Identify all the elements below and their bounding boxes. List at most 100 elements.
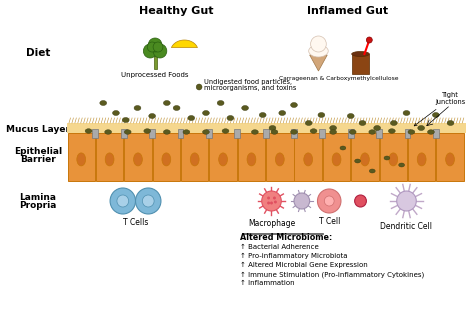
- Bar: [206, 129, 212, 138]
- Ellipse shape: [275, 153, 284, 166]
- Circle shape: [267, 196, 270, 200]
- Text: Propria: Propria: [19, 201, 56, 210]
- Bar: [154, 56, 156, 69]
- Bar: [210, 133, 237, 181]
- Bar: [266, 133, 293, 181]
- Text: T Cells: T Cells: [123, 218, 148, 227]
- Ellipse shape: [173, 106, 180, 110]
- Circle shape: [142, 195, 154, 207]
- Ellipse shape: [349, 130, 356, 134]
- Ellipse shape: [164, 100, 170, 106]
- Text: Carrageenan & Carboxymethylcellulose: Carrageenan & Carboxymethylcellulose: [279, 76, 399, 81]
- Circle shape: [310, 36, 326, 52]
- Text: Mucus Layer: Mucus Layer: [6, 124, 70, 133]
- Ellipse shape: [291, 102, 297, 108]
- Text: ↑ Immune Stimulation (Pro-inflammatory Cytokines): ↑ Immune Stimulation (Pro-inflammatory C…: [240, 271, 424, 278]
- Bar: [294, 133, 322, 181]
- Circle shape: [324, 196, 334, 206]
- Polygon shape: [310, 55, 327, 71]
- Ellipse shape: [188, 116, 195, 120]
- Ellipse shape: [374, 126, 381, 130]
- Circle shape: [110, 188, 136, 214]
- Ellipse shape: [340, 146, 346, 150]
- Ellipse shape: [164, 130, 170, 134]
- Bar: [319, 129, 325, 138]
- Bar: [124, 133, 152, 181]
- Ellipse shape: [369, 130, 376, 134]
- Ellipse shape: [309, 45, 328, 57]
- Ellipse shape: [332, 153, 341, 166]
- Ellipse shape: [355, 159, 361, 163]
- Polygon shape: [172, 40, 198, 47]
- Text: Undigested food particles,: Undigested food particles,: [204, 79, 292, 85]
- Ellipse shape: [446, 153, 455, 166]
- Text: Diet: Diet: [26, 48, 50, 58]
- Ellipse shape: [432, 112, 439, 118]
- Ellipse shape: [291, 130, 297, 134]
- Circle shape: [397, 191, 416, 211]
- Ellipse shape: [408, 130, 415, 134]
- Ellipse shape: [403, 110, 410, 116]
- Ellipse shape: [190, 153, 199, 166]
- Ellipse shape: [330, 130, 337, 134]
- Ellipse shape: [202, 110, 210, 116]
- Ellipse shape: [369, 169, 375, 173]
- Ellipse shape: [162, 153, 171, 166]
- Text: ↑ Bacterial Adherence: ↑ Bacterial Adherence: [240, 244, 319, 250]
- Ellipse shape: [417, 153, 426, 166]
- Bar: [380, 133, 407, 181]
- Ellipse shape: [247, 153, 256, 166]
- Ellipse shape: [304, 153, 312, 166]
- Bar: [376, 129, 382, 138]
- Ellipse shape: [271, 130, 278, 134]
- Bar: [408, 133, 435, 181]
- Circle shape: [366, 37, 372, 43]
- Circle shape: [136, 188, 161, 214]
- Ellipse shape: [428, 130, 434, 134]
- Ellipse shape: [124, 130, 131, 134]
- Ellipse shape: [347, 113, 354, 119]
- Circle shape: [117, 195, 128, 207]
- Ellipse shape: [269, 126, 276, 130]
- Bar: [121, 129, 127, 138]
- Ellipse shape: [202, 130, 210, 134]
- Circle shape: [196, 84, 202, 90]
- Ellipse shape: [217, 100, 224, 106]
- Bar: [323, 133, 350, 181]
- Bar: [351, 133, 379, 181]
- Text: Unprocessed Foods: Unprocessed Foods: [121, 72, 189, 78]
- Circle shape: [274, 201, 277, 203]
- Ellipse shape: [310, 129, 317, 133]
- Ellipse shape: [77, 153, 86, 166]
- Ellipse shape: [389, 153, 398, 166]
- Ellipse shape: [391, 120, 397, 126]
- Ellipse shape: [418, 126, 425, 130]
- Ellipse shape: [134, 153, 142, 166]
- Ellipse shape: [112, 110, 119, 116]
- Bar: [96, 133, 123, 181]
- Text: ↑ Pro-inflammatory Microbiota: ↑ Pro-inflammatory Microbiota: [240, 253, 348, 259]
- Bar: [291, 129, 297, 138]
- Text: ↑ Inflammation: ↑ Inflammation: [240, 280, 295, 286]
- Ellipse shape: [399, 163, 404, 167]
- Circle shape: [153, 44, 167, 58]
- Text: Macrophage: Macrophage: [248, 219, 295, 228]
- Ellipse shape: [359, 120, 366, 126]
- Ellipse shape: [447, 120, 454, 126]
- Ellipse shape: [222, 129, 229, 133]
- Text: Tight
Junctions: Tight Junctions: [414, 92, 465, 126]
- Ellipse shape: [219, 153, 228, 166]
- Text: ↑ Altered Microbial Gene Expression: ↑ Altered Microbial Gene Expression: [240, 262, 368, 268]
- Circle shape: [267, 202, 270, 204]
- Ellipse shape: [318, 112, 325, 118]
- Bar: [67, 123, 466, 133]
- Circle shape: [143, 44, 157, 58]
- Ellipse shape: [384, 156, 390, 160]
- Ellipse shape: [259, 112, 266, 118]
- Ellipse shape: [149, 113, 155, 119]
- Ellipse shape: [105, 153, 114, 166]
- Bar: [263, 129, 269, 138]
- Ellipse shape: [134, 106, 141, 110]
- Text: Inflamed Gut: Inflamed Gut: [307, 6, 388, 16]
- Bar: [234, 129, 240, 138]
